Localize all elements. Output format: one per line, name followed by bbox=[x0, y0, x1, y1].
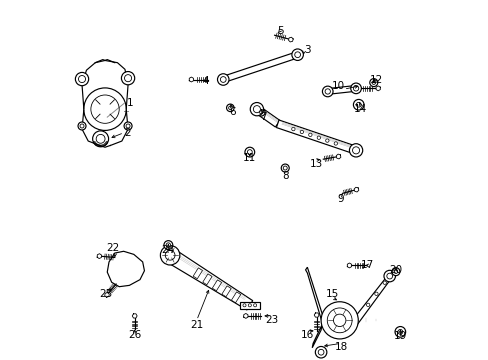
Circle shape bbox=[250, 103, 263, 116]
Polygon shape bbox=[240, 302, 259, 309]
Circle shape bbox=[369, 78, 377, 87]
Text: 3: 3 bbox=[304, 45, 310, 55]
Circle shape bbox=[291, 49, 303, 60]
Circle shape bbox=[244, 147, 254, 157]
Polygon shape bbox=[327, 85, 356, 94]
Text: 16: 16 bbox=[300, 330, 313, 340]
Text: 15: 15 bbox=[325, 289, 338, 299]
Text: 26: 26 bbox=[128, 330, 141, 340]
Circle shape bbox=[374, 292, 377, 296]
Bar bbox=[231, 292, 240, 303]
Text: 18: 18 bbox=[334, 342, 347, 352]
Text: 2: 2 bbox=[123, 128, 130, 138]
Polygon shape bbox=[276, 120, 357, 154]
Text: 14: 14 bbox=[353, 104, 366, 114]
Polygon shape bbox=[353, 187, 358, 192]
Circle shape bbox=[226, 104, 234, 112]
Circle shape bbox=[394, 327, 405, 337]
Polygon shape bbox=[288, 37, 293, 42]
Polygon shape bbox=[356, 273, 391, 326]
Polygon shape bbox=[312, 325, 321, 348]
Text: 1: 1 bbox=[127, 98, 133, 108]
Polygon shape bbox=[346, 263, 351, 268]
Text: 25: 25 bbox=[100, 289, 113, 299]
Circle shape bbox=[366, 303, 369, 306]
Polygon shape bbox=[314, 313, 319, 317]
Text: 21: 21 bbox=[190, 320, 203, 330]
Text: 17: 17 bbox=[360, 260, 373, 270]
Text: 24: 24 bbox=[162, 244, 175, 255]
Text: 11: 11 bbox=[243, 153, 256, 163]
Text: 6: 6 bbox=[228, 107, 235, 117]
Polygon shape bbox=[132, 314, 137, 318]
Circle shape bbox=[243, 304, 245, 307]
Polygon shape bbox=[243, 314, 247, 318]
Polygon shape bbox=[107, 251, 144, 287]
Circle shape bbox=[333, 142, 337, 145]
Circle shape bbox=[253, 304, 256, 307]
Circle shape bbox=[315, 346, 326, 358]
Text: 19: 19 bbox=[393, 331, 406, 341]
Circle shape bbox=[353, 99, 363, 110]
Polygon shape bbox=[305, 267, 322, 325]
Circle shape bbox=[383, 270, 395, 282]
Polygon shape bbox=[375, 86, 380, 91]
Circle shape bbox=[349, 144, 362, 157]
Circle shape bbox=[325, 139, 328, 142]
Circle shape bbox=[382, 281, 386, 284]
Text: 10: 10 bbox=[331, 81, 344, 91]
Circle shape bbox=[322, 86, 332, 97]
Circle shape bbox=[317, 136, 320, 139]
Text: 23: 23 bbox=[265, 315, 278, 325]
Circle shape bbox=[291, 127, 294, 131]
Text: 13: 13 bbox=[309, 159, 322, 168]
Circle shape bbox=[300, 130, 303, 134]
Polygon shape bbox=[336, 154, 340, 159]
Circle shape bbox=[321, 302, 358, 339]
Circle shape bbox=[257, 108, 264, 116]
Polygon shape bbox=[104, 292, 109, 297]
Polygon shape bbox=[166, 249, 252, 310]
Circle shape bbox=[248, 304, 251, 307]
Text: 12: 12 bbox=[369, 75, 382, 85]
Circle shape bbox=[163, 240, 172, 249]
Bar bbox=[193, 268, 202, 279]
Text: 4: 4 bbox=[202, 76, 208, 86]
Circle shape bbox=[281, 164, 288, 172]
Circle shape bbox=[217, 74, 228, 85]
Circle shape bbox=[121, 72, 134, 85]
Circle shape bbox=[308, 133, 311, 136]
Text: 8: 8 bbox=[282, 171, 288, 181]
Text: 9: 9 bbox=[337, 194, 344, 204]
Text: 7: 7 bbox=[259, 112, 266, 122]
Circle shape bbox=[350, 83, 361, 94]
Circle shape bbox=[75, 72, 88, 86]
Text: 22: 22 bbox=[106, 243, 119, 253]
Text: 20: 20 bbox=[388, 265, 402, 275]
Circle shape bbox=[124, 122, 132, 130]
Polygon shape bbox=[97, 254, 102, 258]
Bar bbox=[203, 274, 212, 285]
Polygon shape bbox=[254, 106, 280, 127]
Circle shape bbox=[78, 122, 86, 130]
Text: 5: 5 bbox=[277, 26, 284, 36]
Circle shape bbox=[160, 246, 180, 265]
Bar bbox=[222, 286, 231, 297]
Circle shape bbox=[391, 268, 399, 276]
Polygon shape bbox=[189, 77, 193, 82]
Bar bbox=[212, 280, 221, 291]
